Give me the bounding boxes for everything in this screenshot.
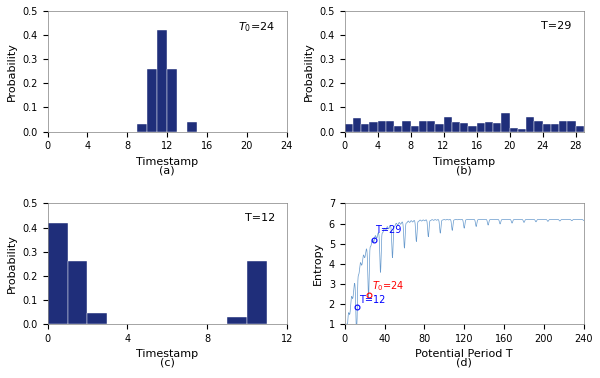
Text: $T_0$=24: $T_0$=24 bbox=[371, 279, 404, 293]
Bar bbox=[427, 121, 436, 132]
Text: T=12: T=12 bbox=[359, 295, 385, 305]
Bar bbox=[436, 124, 443, 132]
Bar bbox=[227, 317, 247, 324]
Bar bbox=[542, 124, 551, 132]
Bar bbox=[509, 128, 518, 132]
X-axis label: Potential Period T: Potential Period T bbox=[415, 349, 513, 359]
Text: (c): (c) bbox=[160, 358, 175, 368]
Bar bbox=[502, 113, 509, 132]
Bar bbox=[518, 129, 526, 132]
Bar bbox=[476, 123, 485, 132]
Bar bbox=[68, 261, 88, 324]
Bar bbox=[353, 118, 361, 132]
Bar bbox=[394, 125, 403, 132]
Text: (b): (b) bbox=[457, 165, 472, 175]
Bar bbox=[568, 121, 575, 132]
Bar bbox=[386, 121, 394, 132]
Bar bbox=[575, 125, 584, 132]
Bar bbox=[551, 124, 559, 132]
Bar bbox=[526, 117, 535, 132]
Bar bbox=[559, 121, 568, 132]
Bar bbox=[88, 313, 107, 324]
X-axis label: Timestamp: Timestamp bbox=[136, 157, 198, 167]
Bar bbox=[47, 223, 68, 324]
Y-axis label: Probability: Probability bbox=[7, 234, 17, 293]
Bar bbox=[137, 124, 147, 132]
Bar bbox=[469, 125, 476, 132]
Bar bbox=[443, 117, 452, 132]
Bar bbox=[403, 121, 410, 132]
X-axis label: Timestamp: Timestamp bbox=[433, 157, 496, 167]
Y-axis label: Probability: Probability bbox=[304, 42, 314, 101]
Bar bbox=[361, 124, 370, 132]
Text: T=29: T=29 bbox=[374, 225, 401, 235]
Bar bbox=[344, 124, 353, 132]
Text: (a): (a) bbox=[160, 165, 175, 175]
X-axis label: Timestamp: Timestamp bbox=[136, 349, 198, 359]
Bar bbox=[493, 123, 502, 132]
Text: T=29: T=29 bbox=[541, 20, 572, 31]
Text: T=12: T=12 bbox=[245, 213, 275, 223]
Bar bbox=[147, 69, 157, 132]
Text: (d): (d) bbox=[457, 358, 472, 368]
Bar bbox=[157, 30, 167, 132]
Y-axis label: Probability: Probability bbox=[7, 42, 17, 101]
Bar bbox=[452, 122, 460, 132]
Bar bbox=[377, 121, 386, 132]
Bar bbox=[460, 123, 469, 132]
Bar bbox=[485, 122, 493, 132]
Bar bbox=[535, 121, 542, 132]
Bar bbox=[187, 122, 197, 132]
Bar bbox=[419, 121, 427, 132]
Bar bbox=[410, 125, 419, 132]
Bar bbox=[370, 122, 377, 132]
Bar bbox=[167, 69, 177, 132]
Y-axis label: Entropy: Entropy bbox=[313, 242, 323, 285]
Bar bbox=[247, 261, 267, 324]
Text: $T_0$=24: $T_0$=24 bbox=[238, 20, 275, 34]
